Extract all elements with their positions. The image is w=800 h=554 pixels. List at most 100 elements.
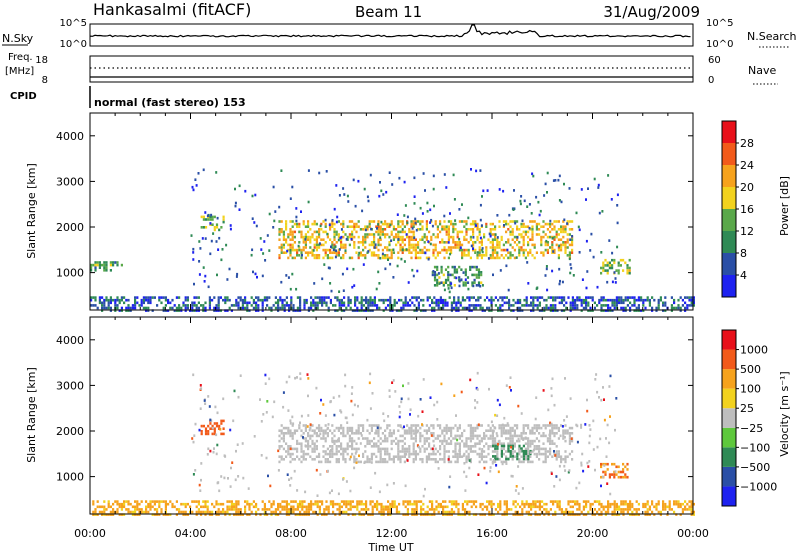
range-gate-cell xyxy=(291,233,294,236)
range-gate-cell xyxy=(569,513,572,516)
range-gate-cell xyxy=(547,408,550,412)
range-gate-cell xyxy=(428,452,431,456)
range-gate-cell xyxy=(270,513,273,516)
range-gate-cell xyxy=(272,502,275,506)
range-gate-cell xyxy=(289,246,292,249)
colorbar-segment xyxy=(722,231,736,253)
range-gate-cell xyxy=(125,306,128,310)
range-gate-cell xyxy=(354,301,357,305)
range-gate-cell xyxy=(198,260,201,263)
range-gate-cell xyxy=(465,437,468,440)
range-gate-cell xyxy=(411,510,414,514)
range-gate-cell xyxy=(389,306,392,310)
range-gate-cell xyxy=(502,447,505,451)
range-gate-cell xyxy=(184,298,187,302)
range-gate-cell xyxy=(410,246,413,249)
range-gate-cell xyxy=(376,505,379,509)
range-gate-cell xyxy=(377,243,380,247)
range-gate-cell xyxy=(355,447,358,451)
range-gate-cell xyxy=(646,502,649,506)
range-gate-cell xyxy=(497,505,500,509)
range-gate-cell xyxy=(379,228,382,231)
range-gate-cell xyxy=(684,301,687,305)
range-gate-cell xyxy=(444,298,447,302)
range-gate-cell xyxy=(300,251,303,254)
range-gate-cell xyxy=(522,238,525,241)
range-gate-cell xyxy=(662,309,665,312)
range-gate-cell xyxy=(414,429,417,432)
range-gate-cell xyxy=(414,439,417,443)
range-gate-cell xyxy=(602,266,605,270)
range-gate-cell xyxy=(207,395,210,398)
range-gate-cell xyxy=(408,432,411,435)
range-gate-cell xyxy=(334,245,337,248)
range-gate-cell xyxy=(489,222,492,226)
range-gate-cell xyxy=(477,271,481,274)
range-gate-cell xyxy=(454,228,457,231)
range-gate-cell xyxy=(370,251,373,254)
range-gate-cell xyxy=(549,439,552,443)
range-gate-cell xyxy=(103,306,106,310)
range-gate-cell xyxy=(202,304,205,307)
range-gate-cell xyxy=(294,508,297,511)
range-gate-cell xyxy=(384,447,387,451)
range-gate-cell xyxy=(404,513,407,516)
range-gate-cell xyxy=(633,309,636,312)
range-gate-cell xyxy=(123,296,126,299)
range-gate-cell xyxy=(516,510,519,514)
range-gate-cell xyxy=(690,298,693,302)
range-gate-cell xyxy=(414,220,417,223)
range-gate-cell xyxy=(461,432,464,435)
range-gate-cell xyxy=(469,437,472,440)
range-gate-cell xyxy=(560,455,563,458)
range-gate-cell xyxy=(340,228,343,231)
range-gate-cell xyxy=(464,271,467,274)
range-gate-cell xyxy=(136,296,139,299)
range-gate-cell xyxy=(544,426,547,430)
range-gate-cell xyxy=(607,502,610,506)
range-gate-cell xyxy=(315,243,318,247)
range-gate-cell xyxy=(315,235,318,239)
range-gate-cell xyxy=(437,298,440,302)
range-gate-cell xyxy=(509,442,512,445)
range-gate-cell xyxy=(522,222,525,226)
range-gate-cell xyxy=(477,284,481,287)
range-gate-cell xyxy=(432,270,435,273)
range-gate-cell xyxy=(302,450,305,453)
range-gate-cell xyxy=(248,309,251,312)
range-gate-cell xyxy=(353,222,356,226)
range-gate-cell xyxy=(498,442,501,445)
range-gate-cell xyxy=(349,500,352,503)
range-gate-cell xyxy=(535,195,538,199)
range-gate-cell xyxy=(147,502,150,506)
range-gate-cell xyxy=(527,251,530,254)
range-gate-cell xyxy=(506,248,509,252)
range-gate-cell xyxy=(432,251,435,254)
range-gate-cell xyxy=(304,235,307,239)
range-gate-cell xyxy=(655,309,658,312)
range-gate-cell xyxy=(622,513,625,516)
range-gate-cell xyxy=(318,246,321,249)
range-gate-cell xyxy=(325,508,328,511)
range-gate-cell xyxy=(511,475,514,478)
range-gate-cell xyxy=(439,306,442,310)
range-gate-cell xyxy=(208,405,211,408)
range-gate-cell xyxy=(114,298,117,302)
range-gate-cell xyxy=(229,485,232,488)
range-gate-cell xyxy=(463,220,466,223)
range-gate-cell xyxy=(288,510,291,514)
range-gate-cell xyxy=(290,476,293,480)
range-gate-cell xyxy=(479,284,482,288)
range-gate-cell xyxy=(310,502,313,506)
range-gate-cell xyxy=(333,439,336,443)
range-gate-cell xyxy=(555,230,558,234)
range-gate-cell xyxy=(493,426,496,429)
range-gate-cell xyxy=(375,429,378,432)
range-gate-cell xyxy=(211,426,214,430)
range-gate-cell xyxy=(263,505,266,509)
range-gate-cell xyxy=(496,447,499,450)
colorbar-tick-label: 1000 xyxy=(740,344,768,357)
range-gate-cell xyxy=(335,460,338,464)
range-gate-cell xyxy=(309,251,312,254)
